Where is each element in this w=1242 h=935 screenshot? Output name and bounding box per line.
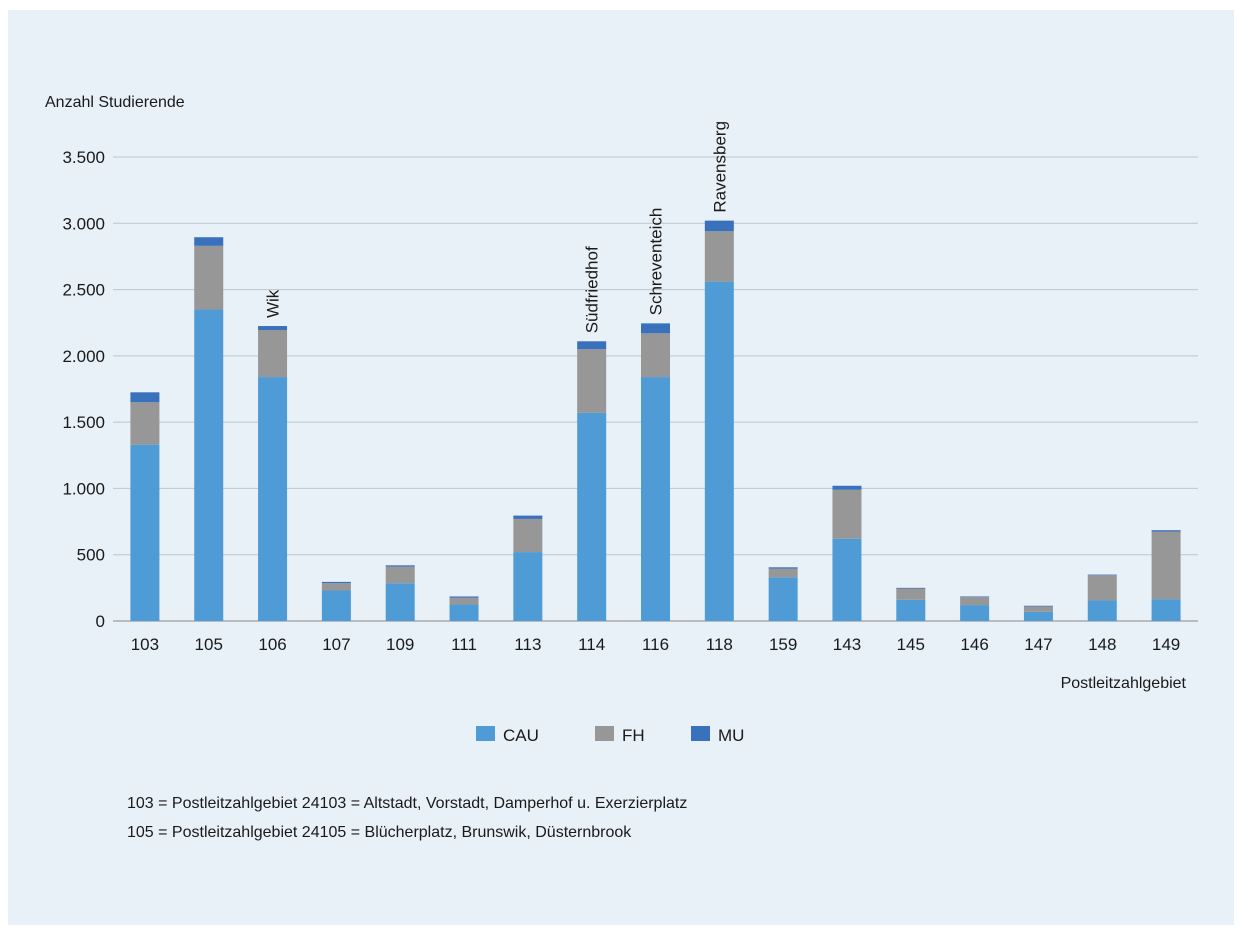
annotation-106: Wik	[264, 289, 283, 318]
y-tick-label: 500	[77, 546, 105, 565]
bar-mu-116	[641, 323, 670, 334]
bar-cau-103	[130, 444, 160, 621]
bar-fh-105	[194, 245, 224, 310]
bar-mu-113	[513, 515, 543, 519]
x-tick-label: 146	[960, 635, 988, 654]
bar-cau-145	[896, 599, 926, 621]
bar-fh-114	[577, 349, 607, 413]
annotations: Wik Südfriedhof Schreventeich Ravensberg	[264, 121, 730, 333]
x-tick-label: 116	[642, 635, 669, 654]
bar-cau-106	[258, 377, 288, 621]
bar-cau-146	[960, 605, 990, 621]
bar-mu-145	[896, 587, 926, 589]
bar-fh-116	[641, 333, 670, 378]
bar-fh-159	[768, 568, 798, 578]
bar-mu-143	[832, 485, 862, 490]
bar-mu-159	[768, 567, 798, 569]
y-tick-label: 2.000	[62, 347, 105, 366]
bar-cau-109	[385, 583, 415, 621]
x-tick-labels: 103 105 106 107 109 111 113 114 116 118 159 143 145 1…	[131, 635, 1181, 654]
bar-cau-147	[1023, 611, 1053, 621]
bar-mu-111	[449, 596, 479, 598]
bar-fh-145	[896, 588, 926, 600]
x-tick-label: 148	[1088, 635, 1116, 654]
x-tick-label: 149	[1152, 635, 1180, 654]
x-tick-label: 113	[514, 635, 541, 654]
bar-mu-107	[321, 581, 351, 584]
x-tick-label: 109	[386, 635, 414, 654]
bar-mu-146	[960, 596, 990, 598]
footnote-103: 103 = Postleitzahlgebiet 24103 = Altstad…	[127, 795, 688, 812]
bar-fh-113	[513, 518, 543, 553]
x-tick-label: 103	[131, 635, 159, 654]
bar-fh-103	[130, 402, 160, 445]
bar-cau-143	[832, 538, 862, 621]
bar-fh-109	[385, 566, 415, 584]
bar-fh-106	[258, 330, 288, 378]
bar-mu-148	[1087, 574, 1117, 576]
y-tick-label: 0	[96, 612, 105, 631]
y-tick-label: 3.500	[62, 148, 105, 167]
bar-mu-105	[194, 237, 224, 246]
bar-mu-114	[577, 341, 607, 350]
y-tick-label: 1.500	[62, 413, 105, 432]
x-tick-label: 145	[897, 635, 925, 654]
bar-fh-147	[1023, 606, 1053, 612]
bar-fh-146	[960, 597, 990, 606]
bar-mu-109	[385, 565, 415, 567]
bar-fh-143	[832, 489, 862, 539]
annotation-116: Schreventeich	[647, 208, 666, 316]
x-tick-label: 159	[769, 635, 797, 654]
bar-cau-111	[449, 604, 479, 621]
bar-fh-107	[321, 583, 351, 591]
y-axis-title: Anzahl Studierende	[45, 94, 185, 111]
bar-cau-149	[1151, 599, 1181, 621]
bar-cau-107	[321, 590, 351, 621]
legend: CAU FH MU	[476, 726, 744, 745]
bar-cau-116	[641, 377, 670, 621]
annotation-114: Südfriedhof	[583, 246, 602, 333]
legend-label-mu: MU	[718, 726, 744, 745]
bar-fh-149	[1151, 531, 1181, 600]
x-tick-label: 114	[578, 635, 605, 654]
bar-fh-118	[704, 231, 734, 282]
x-tick-label: 106	[258, 635, 286, 654]
x-tick-label: 118	[706, 635, 733, 654]
legend-swatch-fh	[595, 726, 614, 741]
bar-mu-118	[704, 220, 734, 232]
y-tick-label: 1.000	[62, 479, 105, 498]
x-tick-label: 147	[1024, 635, 1052, 654]
bar-mu-147	[1023, 605, 1053, 607]
bar-mu-149	[1151, 530, 1181, 532]
annotation-118: Ravensberg	[710, 121, 729, 213]
bar-fh-111	[449, 597, 479, 605]
bars	[130, 220, 1181, 621]
bar-mu-106	[258, 326, 288, 331]
bar-cau-118	[704, 281, 734, 621]
legend-swatch-mu	[691, 726, 710, 741]
bar-cau-159	[768, 577, 798, 621]
legend-label-fh: FH	[622, 726, 645, 745]
legend-label-cau: CAU	[503, 726, 539, 745]
x-tick-label: 111	[451, 635, 477, 654]
x-tick-label: 107	[322, 635, 350, 654]
x-axis-title: Postleitzahlgebiet	[1061, 675, 1187, 692]
bar-cau-105	[194, 309, 224, 621]
x-tick-label: 105	[195, 635, 223, 654]
bar-cau-114	[577, 412, 607, 621]
bar-cau-148	[1087, 600, 1117, 621]
y-tick-label: 2.500	[62, 281, 105, 300]
bar-mu-103	[130, 392, 160, 403]
y-tick-label: 3.000	[62, 214, 105, 233]
bar-fh-148	[1087, 575, 1117, 601]
x-tick-label: 143	[833, 635, 861, 654]
bar-cau-113	[513, 552, 543, 621]
footnote-105: 105 = Postleitzahlgebiet 24105 = Blücher…	[127, 824, 632, 841]
y-tick-labels: 0 500 1.000 1.500 2.000 2.500 3.000 3.500	[62, 148, 105, 631]
chart-panel: 0 500 1.000 1.500 2.000 2.500 3.000 3.500 103 10…	[8, 10, 1234, 925]
legend-swatch-cau	[476, 726, 495, 741]
